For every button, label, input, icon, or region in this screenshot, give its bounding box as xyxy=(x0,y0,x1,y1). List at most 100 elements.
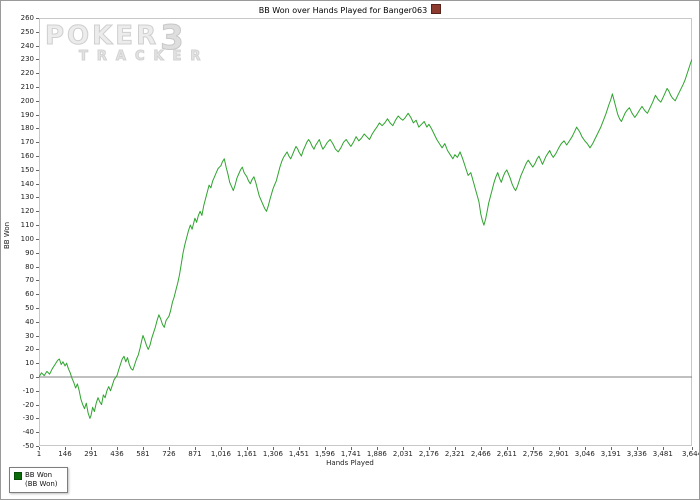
y-tick-mark xyxy=(36,73,39,75)
y-tick-mark xyxy=(36,418,39,420)
x-tick-mark xyxy=(636,447,638,450)
x-tick-mark xyxy=(272,447,274,450)
y-tick-label: 190 xyxy=(20,110,34,119)
x-tick-label: 1,016 xyxy=(210,450,231,458)
y-tick-label: -40 xyxy=(22,428,34,437)
x-tick-mark xyxy=(662,447,664,450)
y-tick-mark xyxy=(36,294,39,296)
x-tick-label: 1,451 xyxy=(288,450,309,458)
x-tick-mark xyxy=(376,447,378,450)
y-tick-label: 20 xyxy=(25,345,34,354)
x-tick-mark xyxy=(116,447,118,450)
x-tick-label: 3,336 xyxy=(626,450,647,458)
x-tick-label: 146 xyxy=(58,450,72,458)
y-tick-mark xyxy=(36,45,39,47)
y-tick-label: 140 xyxy=(20,179,34,188)
y-tick-label: 80 xyxy=(25,262,34,271)
x-tick-mark xyxy=(39,447,40,450)
y-tick-mark xyxy=(36,169,39,171)
x-tick-label: 3,644 xyxy=(681,450,699,458)
y-tick-label: 10 xyxy=(25,359,34,368)
x-tick-label: 1,886 xyxy=(366,450,387,458)
y-tick-label: 60 xyxy=(25,290,34,299)
x-tick-mark xyxy=(506,447,508,450)
x-tick-label: 726 xyxy=(162,450,176,458)
x-tick-mark xyxy=(90,447,92,450)
x-tick-label: 1,596 xyxy=(314,450,335,458)
y-tick-label: 50 xyxy=(25,303,34,312)
y-tick-mark xyxy=(36,321,39,323)
chart-title: BB Won over Hands Played for Banger063 xyxy=(258,6,428,15)
x-tick-label: 291 xyxy=(84,450,98,458)
y-tick-label: 110 xyxy=(20,221,34,230)
y-tick-mark xyxy=(36,363,39,365)
legend: BB Won (BB Won) xyxy=(9,467,68,493)
y-tick-label: -20 xyxy=(22,400,34,409)
x-tick-label: 3,046 xyxy=(574,450,595,458)
bb-won-line xyxy=(39,59,692,419)
y-tick-mark xyxy=(36,156,39,158)
x-tick-mark xyxy=(350,447,352,450)
y-tick-mark xyxy=(36,100,39,102)
y-tick-mark xyxy=(36,349,39,351)
x-tick-label: 1,741 xyxy=(340,450,361,458)
y-tick-label: 90 xyxy=(25,248,34,257)
legend-swatch xyxy=(14,471,22,480)
legend-series-sub: (BB Won) xyxy=(25,480,58,488)
y-tick-mark xyxy=(36,31,39,33)
y-tick-label: -10 xyxy=(22,386,34,395)
y-tick-mark xyxy=(36,211,39,213)
y-tick-mark xyxy=(36,128,39,130)
y-tick-mark xyxy=(36,335,39,337)
x-tick-label: 2,321 xyxy=(444,450,465,458)
y-tick-mark xyxy=(36,87,39,89)
x-tick-mark xyxy=(480,447,482,450)
y-tick-mark xyxy=(36,238,39,240)
x-tick-mark xyxy=(692,447,693,450)
x-tick-mark xyxy=(64,447,66,450)
y-tick-mark xyxy=(36,225,39,227)
chart-canvas xyxy=(39,18,692,446)
y-tick-label: 150 xyxy=(20,165,34,174)
x-tick-label: 2,466 xyxy=(470,450,491,458)
y-tick-label: 0 xyxy=(29,372,34,381)
x-tick-label: 1,161 xyxy=(236,450,257,458)
y-tick-label: 210 xyxy=(20,83,34,92)
y-tick-mark xyxy=(36,59,39,61)
y-tick-mark xyxy=(36,197,39,199)
x-tick-mark xyxy=(610,447,612,450)
y-tick-label: -50 xyxy=(22,442,34,450)
y-tick-mark xyxy=(36,142,39,144)
y-tick-mark xyxy=(36,252,39,254)
y-tick-label: -30 xyxy=(22,414,34,423)
y-tick-mark xyxy=(36,114,39,116)
x-tick-mark xyxy=(558,447,560,450)
y-tick-label: 100 xyxy=(20,234,34,243)
plot-border xyxy=(39,18,692,446)
x-tick-label: 2,901 xyxy=(548,450,569,458)
y-tick-mark xyxy=(36,266,39,268)
y-tick-label: 230 xyxy=(20,55,34,64)
y-tick-mark xyxy=(36,404,39,406)
x-tick-mark xyxy=(324,447,326,450)
x-tick-mark xyxy=(220,447,222,450)
legend-entry: BB Won xyxy=(14,471,58,480)
legend-series-name: BB Won xyxy=(25,471,53,479)
x-tick-label: 871 xyxy=(188,450,202,458)
y-tick-label: 180 xyxy=(20,124,34,133)
plot-area xyxy=(39,18,692,446)
x-tick-label: 2,611 xyxy=(496,450,517,458)
x-tick-mark xyxy=(298,447,300,450)
x-tick-mark xyxy=(402,447,404,450)
y-tick-label: 40 xyxy=(25,317,34,326)
y-tick-label: 250 xyxy=(20,27,34,36)
y-tick-label: 220 xyxy=(20,69,34,78)
x-tick-label: 3,191 xyxy=(600,450,621,458)
y-tick-mark xyxy=(36,446,39,447)
x-tick-mark xyxy=(584,447,586,450)
x-tick-mark xyxy=(246,447,248,450)
y-tick-mark xyxy=(36,432,39,434)
chart-title-row: BB Won over Hands Played for Banger063 xyxy=(1,4,699,15)
x-tick-label: 1,306 xyxy=(262,450,283,458)
